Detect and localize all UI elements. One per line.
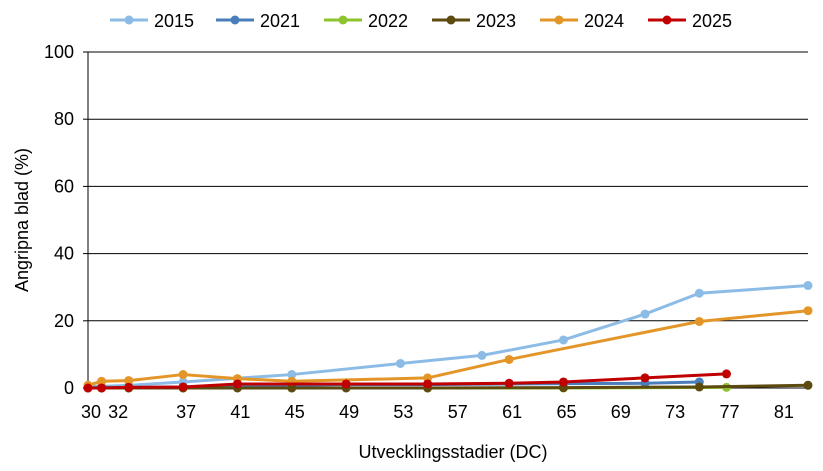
series-2025 — [83, 369, 731, 393]
legend-marker-2021 — [230, 15, 240, 25]
data-point-2025-4 — [232, 379, 242, 389]
x-tick-labels: 30 32 37 41 45 49 53 57 61 65 69 73 77 81 — [81, 402, 794, 422]
x-tick-label-69: 69 — [611, 402, 631, 422]
legend-label-2025: 2025 — [692, 11, 732, 31]
y-tick-label-100: 100 — [44, 42, 74, 62]
data-point-2015-8 — [640, 309, 650, 319]
series-group — [83, 281, 813, 393]
x-tick-label-65: 65 — [556, 402, 576, 422]
gridlines — [88, 51, 808, 322]
legend-item-2021: 2021 — [216, 11, 300, 31]
x-tick-label-57: 57 — [448, 402, 468, 422]
legend-item-2023: 2023 — [432, 11, 516, 31]
data-point-2025-1 — [97, 383, 107, 393]
data-point-2025-8 — [558, 377, 568, 387]
x-tick-label-81: 81 — [774, 402, 794, 422]
data-point-2015-7 — [558, 335, 568, 345]
legend-marker-2023 — [446, 15, 456, 25]
data-point-2015-5 — [395, 358, 405, 368]
x-tick-label-49: 49 — [339, 402, 359, 422]
x-tick-label-77: 77 — [719, 402, 739, 422]
data-point-2024-1 — [97, 376, 107, 386]
x-tick-label-41: 41 — [230, 402, 250, 422]
data-point-2025-9 — [640, 373, 650, 383]
data-point-2025-7 — [504, 378, 514, 388]
x-tick-label-32: 32 — [108, 402, 128, 422]
data-point-2015-4 — [287, 370, 297, 380]
y-tick-labels: 0 20 40 60 80 100 — [44, 42, 74, 398]
data-point-2023-5 — [287, 383, 297, 393]
data-point-2025-5 — [341, 379, 351, 389]
x-tick-label-53: 53 — [393, 402, 413, 422]
legend-item-2025: 2025 — [648, 11, 732, 31]
legend-label-2021: 2021 — [260, 11, 300, 31]
data-point-2024-9 — [803, 306, 813, 316]
data-point-2025-3 — [178, 382, 188, 392]
data-point-2024-7 — [504, 354, 514, 364]
legend-marker-2024 — [554, 15, 564, 25]
data-point-2015-9 — [694, 288, 704, 298]
y-tick-label-60: 60 — [54, 176, 74, 196]
legend-item-2022: 2022 — [324, 11, 408, 31]
x-tick-label-45: 45 — [285, 402, 305, 422]
legend-item-2015: 2015 — [110, 11, 194, 31]
data-point-2024-3 — [178, 370, 188, 380]
series-line-2015 — [88, 284, 809, 388]
data-point-2025-10 — [721, 369, 731, 379]
x-tick-label-30: 30 — [81, 402, 101, 422]
legend-marker-2022 — [338, 15, 348, 25]
y-tick-label-0: 0 — [64, 378, 74, 398]
data-point-2023-10 — [803, 380, 813, 390]
data-point-2024-8 — [694, 316, 704, 326]
legend-label-2023: 2023 — [476, 11, 516, 31]
axes — [83, 51, 808, 389]
data-point-2024-2 — [124, 376, 134, 386]
data-point-2023-9 — [694, 382, 704, 392]
legend-marker-2025 — [662, 15, 672, 25]
y-tick-label-80: 80 — [54, 109, 74, 129]
x-tick-label-37: 37 — [176, 402, 196, 422]
legend: 2015 2021 2022 2023 2024 2025 — [110, 11, 732, 31]
legend-item-2024: 2024 — [540, 11, 624, 31]
data-point-2025-6 — [423, 379, 433, 389]
data-point-2015-10 — [803, 281, 813, 291]
x-tick-label-73: 73 — [665, 402, 685, 422]
series-2024 — [83, 306, 813, 390]
x-tick-label-61: 61 — [502, 402, 522, 422]
legend-label-2024: 2024 — [584, 11, 624, 31]
y-tick-label-40: 40 — [54, 244, 74, 264]
data-point-2025-2 — [124, 382, 134, 392]
x-axis-label: Utvecklingsstadier (DC) — [358, 442, 547, 462]
data-point-2025-0 — [83, 383, 93, 393]
legend-marker-2015 — [124, 15, 134, 25]
legend-label-2022: 2022 — [368, 11, 408, 31]
y-tick-label-20: 20 — [54, 311, 74, 331]
y-axis-label: Angripna blad (%) — [12, 148, 32, 292]
legend-label-2015: 2015 — [154, 11, 194, 31]
series-line-2024 — [87, 309, 809, 387]
data-point-2015-6 — [477, 350, 487, 360]
